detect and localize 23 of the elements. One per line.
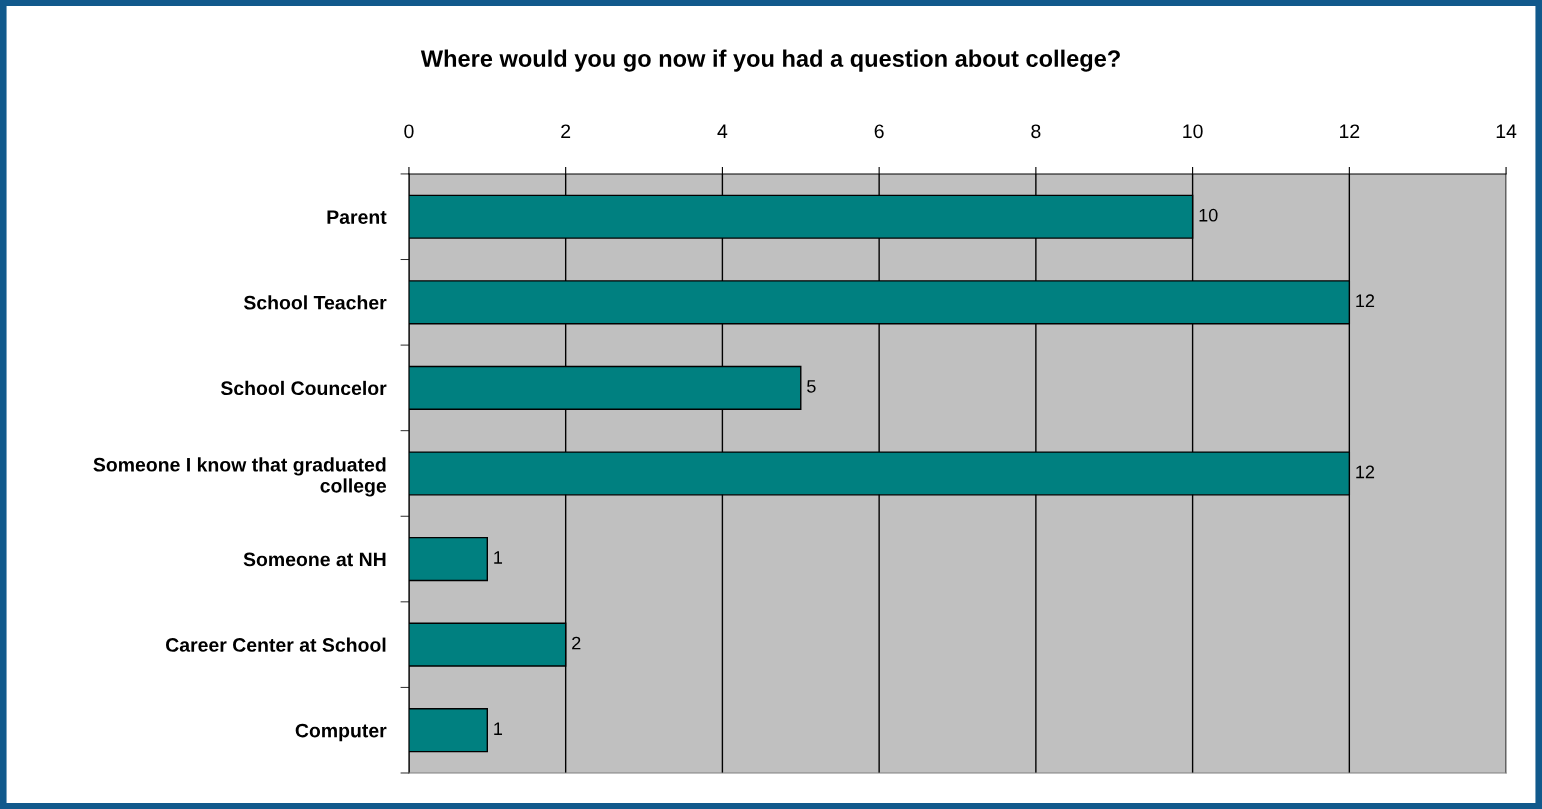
- x-tick-label: 4: [717, 124, 728, 138]
- chart-title: Where would you go now if you had a question about college?: [420, 49, 1120, 72]
- y-tick-label: Someone at NH: [243, 552, 386, 567]
- y-tick-label: School Teacher: [243, 295, 387, 310]
- data-label: 2: [572, 636, 581, 650]
- data-label: 12: [1356, 294, 1375, 307]
- y-tick-label: Parent: [327, 210, 387, 224]
- y-tick-label: Someone I know that graduated college: [93, 457, 387, 497]
- y-tick-label: Computer: [295, 723, 387, 742]
- x-tick-label: 12: [1340, 124, 1360, 138]
- x-tick-label: 14: [1496, 124, 1517, 138]
- x-tick-label: 0: [404, 124, 414, 139]
- data-label: 5: [807, 380, 816, 393]
- data-label: 10: [1199, 208, 1218, 222]
- y-tick-label: School Councelor: [220, 380, 387, 396]
- data-label: 1: [494, 722, 503, 735]
- data-label: 1: [494, 551, 503, 564]
- x-tick-label: 6: [874, 124, 884, 139]
- y-tick-label: Career Center at School: [166, 637, 386, 652]
- x-tick-label: 10: [1183, 124, 1203, 139]
- data-label: 12: [1356, 465, 1375, 479]
- x-tick-label: 8: [1031, 124, 1041, 139]
- x-tick-label: 2: [561, 124, 571, 138]
